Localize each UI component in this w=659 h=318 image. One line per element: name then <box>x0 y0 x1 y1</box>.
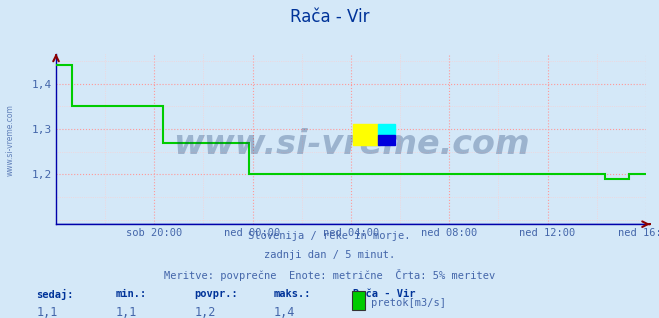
Bar <box>378 135 395 145</box>
Text: www.si-vreme.com: www.si-vreme.com <box>5 104 14 176</box>
Text: www.si-vreme.com: www.si-vreme.com <box>173 128 529 161</box>
Text: zadnji dan / 5 minut.: zadnji dan / 5 minut. <box>264 250 395 259</box>
Text: 1,1: 1,1 <box>36 306 57 318</box>
Text: maks.:: maks.: <box>273 289 311 299</box>
Text: Rača - Vir: Rača - Vir <box>353 289 415 299</box>
Text: Slovenija / reke in morje.: Slovenija / reke in morje. <box>248 231 411 240</box>
Bar <box>353 124 378 145</box>
Text: min.:: min.: <box>115 289 146 299</box>
Text: 1,1: 1,1 <box>115 306 136 318</box>
Bar <box>378 124 395 135</box>
Text: pretok[m3/s]: pretok[m3/s] <box>371 298 446 308</box>
Text: Meritve: povprečne  Enote: metrične  Črta: 5% meritev: Meritve: povprečne Enote: metrične Črta:… <box>164 269 495 281</box>
Text: 1,2: 1,2 <box>194 306 215 318</box>
Text: 1,4: 1,4 <box>273 306 295 318</box>
Text: povpr.:: povpr.: <box>194 289 238 299</box>
Text: Rača - Vir: Rača - Vir <box>290 8 369 26</box>
Text: sedaj:: sedaj: <box>36 289 74 301</box>
